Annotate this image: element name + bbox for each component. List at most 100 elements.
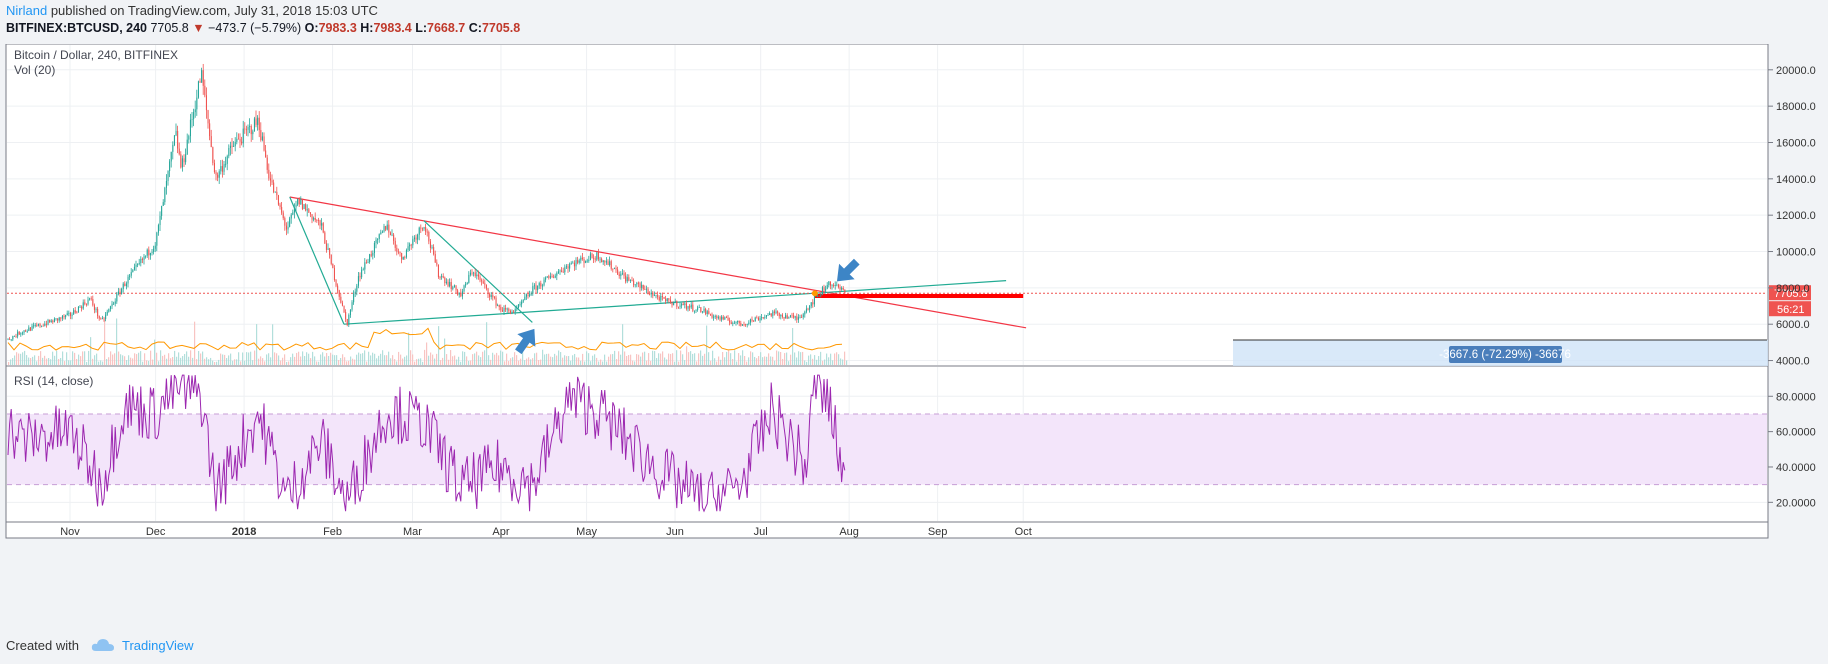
candle-body	[321, 223, 323, 226]
candle-body	[813, 296, 815, 305]
volume-bar	[308, 353, 310, 365]
volume-bar	[440, 360, 442, 365]
candle-body	[484, 283, 486, 285]
volume-bar	[484, 350, 486, 365]
candle-body	[308, 209, 310, 213]
candle-body	[495, 297, 497, 306]
candle-body	[605, 261, 607, 263]
x-tick-label: Mar	[403, 526, 422, 538]
high-label: H:	[360, 21, 374, 35]
volume-bar	[528, 357, 530, 365]
volume-bar	[238, 352, 240, 365]
volume-bar	[316, 361, 318, 365]
volume-bar	[616, 359, 618, 365]
candle-body	[601, 258, 603, 263]
candle-body	[311, 214, 313, 220]
volume-bar	[292, 353, 294, 365]
volume-bar	[834, 353, 836, 365]
volume-bar	[298, 351, 300, 365]
candle-body	[692, 304, 694, 311]
candle-body	[325, 243, 327, 250]
candle-body	[559, 270, 561, 272]
candle-body	[183, 158, 185, 163]
candle-body	[167, 171, 169, 181]
volume-bar	[196, 359, 198, 365]
candle-body	[65, 314, 67, 318]
volume-bar	[524, 360, 526, 365]
volume-bar	[100, 360, 102, 365]
tradingview-link[interactable]: TradingView	[122, 638, 194, 653]
candle-body	[276, 191, 278, 196]
candle-body	[521, 301, 523, 305]
volume-bar	[818, 356, 820, 365]
candle-body	[466, 282, 468, 285]
candle-body	[335, 279, 337, 286]
candle-body	[303, 204, 305, 210]
volume-bar	[652, 350, 654, 365]
candle-body	[821, 287, 823, 295]
volume-bar	[654, 351, 656, 365]
volume-bar	[326, 352, 328, 365]
candle-body	[201, 70, 203, 83]
volume-bar	[682, 354, 684, 365]
volume-bar	[40, 351, 42, 365]
candle-body	[282, 212, 284, 219]
volume-bar	[450, 350, 452, 365]
volume-bar	[596, 357, 598, 365]
volume-bar	[676, 350, 678, 365]
candle-body	[114, 301, 116, 304]
volume-bar	[280, 360, 282, 365]
candle-body	[465, 284, 467, 286]
candle-body	[597, 252, 599, 260]
candle-body	[615, 268, 617, 270]
volume-bar	[516, 355, 518, 365]
time-axis[interactable]	[5, 521, 1769, 539]
candle-body	[777, 311, 779, 313]
candle-body	[333, 268, 335, 280]
price-pane[interactable]	[5, 44, 1769, 367]
volume-bar	[548, 353, 550, 365]
candle-body	[565, 266, 567, 268]
volume-bar	[580, 360, 582, 365]
candle-body	[393, 234, 395, 241]
volume-bar	[492, 352, 494, 365]
candle-body	[794, 316, 796, 318]
candle-body	[687, 306, 689, 309]
volume-bar	[728, 350, 730, 365]
volume-bar	[134, 353, 136, 365]
volume-bar	[806, 361, 808, 365]
volume-bar	[408, 332, 410, 365]
volume-bar	[520, 358, 522, 365]
volume-bar	[688, 352, 690, 365]
candle-body	[133, 266, 135, 270]
volume-bar	[80, 356, 82, 365]
volume-bar	[118, 351, 120, 365]
candle-body	[525, 294, 527, 297]
candle-body	[543, 279, 545, 286]
volume-bar	[378, 355, 380, 365]
volume-bar	[718, 356, 720, 365]
candle-body	[60, 317, 62, 319]
candle-body	[164, 187, 166, 203]
candle-body	[695, 309, 697, 311]
candle-body	[55, 318, 57, 320]
candle-body	[141, 258, 143, 260]
candle-body	[103, 318, 105, 320]
volume-bar	[310, 358, 312, 365]
volume-bar	[612, 354, 614, 365]
volume-bar	[444, 338, 446, 365]
candle-body	[834, 285, 836, 286]
chart-area[interactable]: -3667.6 (-72.29%) -36676 7705.8 56:21 Nov D…	[0, 44, 1828, 628]
volume-bar	[178, 352, 180, 365]
candle-body	[684, 303, 686, 305]
candle-body	[698, 307, 700, 308]
author-link[interactable]: Nirland	[6, 3, 48, 18]
tradingview-cloud-icon[interactable]	[91, 638, 115, 655]
volume-bar	[666, 359, 668, 365]
candle-body	[769, 313, 771, 315]
volume-bar	[780, 352, 782, 365]
candle-body	[655, 294, 657, 296]
candle-body	[796, 316, 798, 320]
candle-body	[599, 258, 601, 260]
volume-bar	[230, 353, 232, 365]
